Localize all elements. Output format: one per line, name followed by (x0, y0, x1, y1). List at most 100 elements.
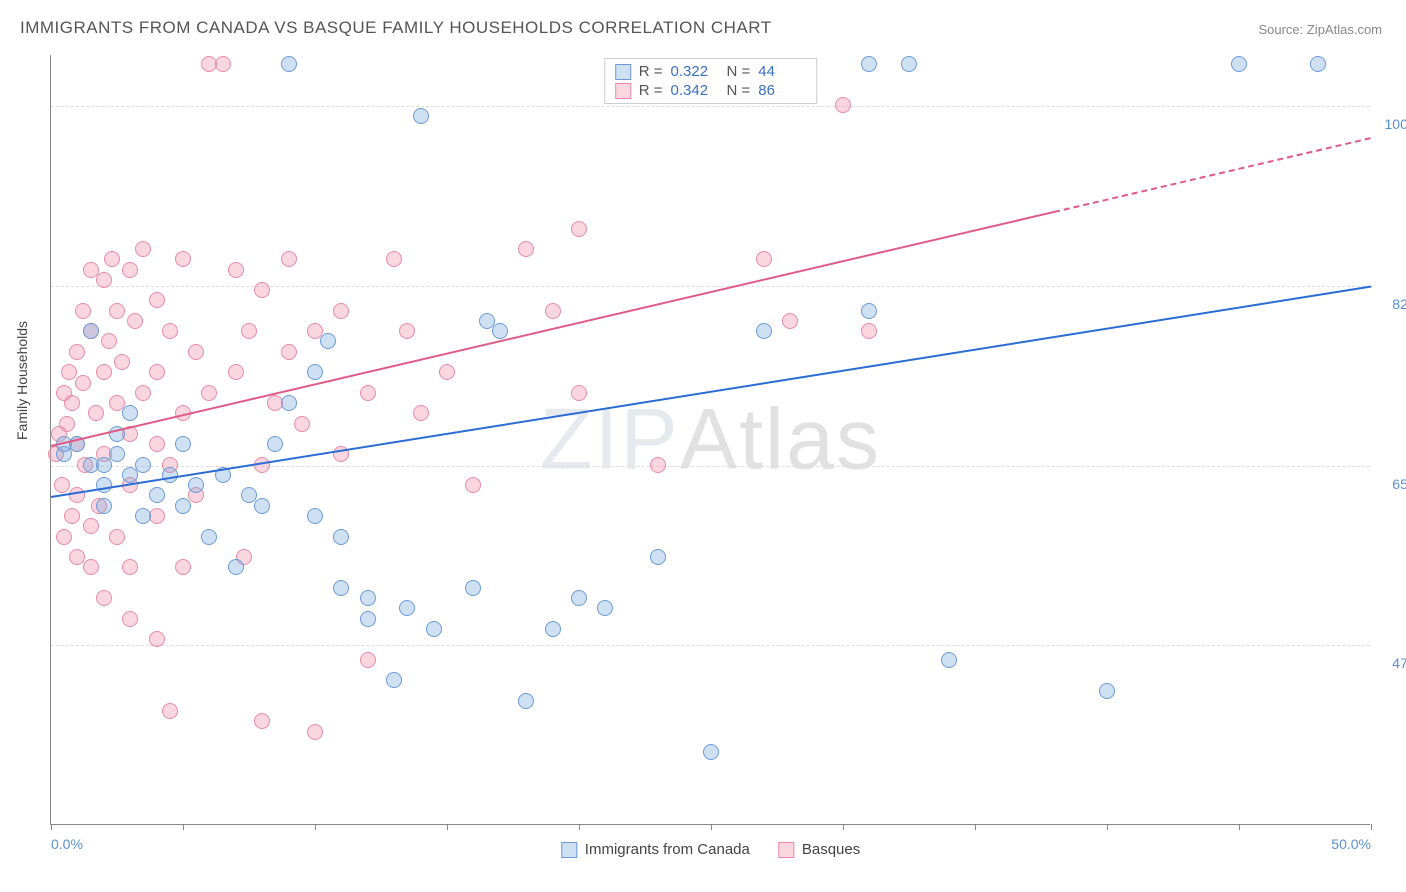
scatter-point-basque (254, 282, 270, 298)
swatch-basque (778, 842, 794, 858)
scatter-point-canada (333, 529, 349, 545)
scatter-point-basque (465, 477, 481, 493)
scatter-point-basque (201, 385, 217, 401)
scatter-point-canada (360, 611, 376, 627)
x-tick (1107, 824, 1108, 830)
r-label: R = (639, 82, 663, 99)
scatter-point-canada (386, 672, 402, 688)
r-value-canada: 0.322 (671, 63, 719, 80)
scatter-point-basque (175, 251, 191, 267)
scatter-point-basque (175, 559, 191, 575)
grid-line (51, 106, 1370, 107)
legend-label-canada: Immigrants from Canada (585, 841, 750, 858)
scatter-point-basque (83, 559, 99, 575)
r-label: R = (639, 63, 663, 80)
scatter-point-canada (96, 477, 112, 493)
scatter-point-canada (941, 652, 957, 668)
scatter-point-basque (101, 333, 117, 349)
r-value-basque: 0.342 (671, 82, 719, 99)
scatter-point-basque (162, 703, 178, 719)
scatter-point-canada (188, 477, 204, 493)
scatter-point-basque (228, 364, 244, 380)
scatter-point-basque (75, 375, 91, 391)
scatter-point-canada (135, 457, 151, 473)
scatter-point-canada (281, 56, 297, 72)
scatter-point-basque (127, 313, 143, 329)
y-tick-label: 47.5% (1376, 655, 1406, 671)
scatter-point-canada (333, 580, 349, 596)
scatter-point-basque (122, 611, 138, 627)
watermark-atlas: Atlas (680, 391, 881, 487)
scatter-point-canada (149, 487, 165, 503)
source-attribution: Source: ZipAtlas.com (1258, 22, 1382, 37)
scatter-point-basque (307, 724, 323, 740)
swatch-canada (561, 842, 577, 858)
scatter-point-canada (228, 559, 244, 575)
scatter-point-basque (83, 518, 99, 534)
scatter-point-canada (281, 395, 297, 411)
watermark: ZIPAtlas (540, 390, 881, 489)
scatter-point-basque (109, 529, 125, 545)
scatter-point-basque (650, 457, 666, 473)
scatter-point-basque (228, 262, 244, 278)
trend-line (1054, 137, 1371, 213)
grid-line (51, 645, 1370, 646)
scatter-point-basque (88, 405, 104, 421)
scatter-point-canada (492, 323, 508, 339)
legend-label-basque: Basques (802, 841, 860, 858)
y-axis-label: Family Households (14, 321, 30, 440)
scatter-point-basque (413, 405, 429, 421)
scatter-point-canada (597, 600, 613, 616)
swatch-canada (615, 64, 631, 80)
scatter-point-basque (360, 385, 376, 401)
n-value-canada: 44 (758, 63, 806, 80)
stats-row-canada: R = 0.322 N = 44 (615, 62, 807, 81)
scatter-point-basque (149, 364, 165, 380)
scatter-point-basque (861, 323, 877, 339)
x-tick (579, 824, 580, 830)
scatter-point-basque (281, 344, 297, 360)
x-tick (315, 824, 316, 830)
scatter-point-canada (413, 108, 429, 124)
x-tick-label-max: 50.0% (1331, 836, 1371, 852)
scatter-point-canada (518, 693, 534, 709)
scatter-point-basque (188, 344, 204, 360)
scatter-point-canada (135, 508, 151, 524)
x-tick (843, 824, 844, 830)
scatter-point-basque (281, 251, 297, 267)
scatter-point-basque (104, 251, 120, 267)
chart-title: IMMIGRANTS FROM CANADA VS BASQUE FAMILY … (20, 18, 772, 38)
scatter-point-basque (59, 416, 75, 432)
legend-item-canada: Immigrants from Canada (561, 841, 750, 858)
scatter-point-basque (399, 323, 415, 339)
n-label: N = (727, 63, 751, 80)
x-tick (1239, 824, 1240, 830)
scatter-point-canada (254, 498, 270, 514)
series-legend: Immigrants from Canada Basques (561, 841, 860, 858)
correlation-chart: IMMIGRANTS FROM CANADA VS BASQUE FAMILY … (0, 0, 1406, 892)
scatter-point-basque (782, 313, 798, 329)
scatter-point-canada (109, 446, 125, 462)
scatter-point-basque (518, 241, 534, 257)
scatter-point-basque (215, 56, 231, 72)
scatter-point-canada (756, 323, 772, 339)
scatter-point-canada (307, 508, 323, 524)
scatter-point-canada (545, 621, 561, 637)
scatter-point-canada (320, 333, 336, 349)
scatter-point-canada (1310, 56, 1326, 72)
scatter-point-basque (54, 477, 70, 493)
scatter-point-basque (122, 559, 138, 575)
x-tick (975, 824, 976, 830)
scatter-point-canada (307, 364, 323, 380)
scatter-point-basque (545, 303, 561, 319)
scatter-point-canada (175, 436, 191, 452)
x-tick (447, 824, 448, 830)
scatter-point-basque (162, 323, 178, 339)
grid-line (51, 286, 1370, 287)
scatter-point-canada (703, 744, 719, 760)
y-tick-label: 100.0% (1376, 116, 1406, 132)
legend-item-basque: Basques (778, 841, 860, 858)
scatter-point-basque (56, 529, 72, 545)
scatter-point-basque (756, 251, 772, 267)
scatter-point-canada (650, 549, 666, 565)
